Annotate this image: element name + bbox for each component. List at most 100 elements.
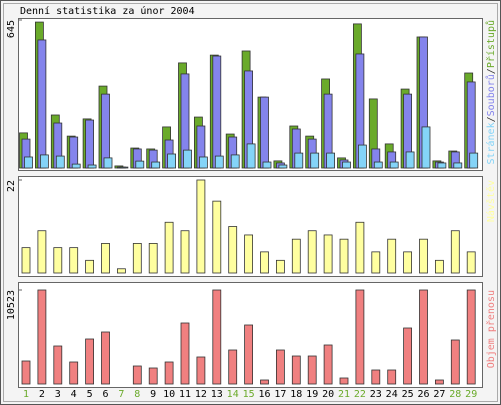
bar (55, 155, 65, 169)
bar (167, 153, 177, 169)
legend-entry: Návštěv (485, 180, 497, 222)
bar (183, 149, 192, 169)
x-tick-label: 28 (449, 389, 461, 400)
bar (117, 268, 126, 274)
bar (434, 379, 444, 385)
bar (339, 238, 349, 274)
bar (291, 238, 301, 274)
legend: Objem přenosu (485, 290, 497, 368)
legend-entry: Objem přenosu (485, 290, 497, 368)
y-tick-label: 645 (6, 20, 17, 38)
bar (355, 221, 365, 274)
inner-frame (3, 3, 498, 402)
bar (212, 289, 222, 385)
bar (71, 163, 81, 169)
x-tick-label: 3 (55, 389, 61, 400)
x-tick-label: 4 (71, 389, 77, 400)
bar (275, 259, 285, 274)
bar (53, 247, 63, 274)
x-tick-label: 8 (134, 389, 140, 400)
x-tick-label: 24 (386, 389, 398, 400)
legend-separator: / (486, 68, 497, 74)
x-tick-label: 17 (274, 389, 286, 400)
bar (244, 234, 254, 274)
bar (260, 379, 269, 385)
bar (291, 355, 301, 385)
bar (453, 162, 463, 169)
bar (230, 154, 240, 169)
bar (419, 289, 428, 385)
bar (103, 157, 113, 169)
x-tick-label: 7 (118, 389, 124, 400)
bar (294, 152, 304, 169)
bar (307, 355, 317, 385)
x-tick-label: 18 (290, 389, 302, 400)
bar (466, 289, 476, 385)
bar (260, 251, 269, 274)
bar (387, 369, 397, 385)
x-tick-label: 10 (163, 389, 175, 400)
bar (244, 324, 254, 385)
bar (69, 136, 79, 169)
x-tick-label: 9 (150, 389, 156, 400)
bar (278, 164, 288, 169)
bar (371, 251, 381, 274)
x-tick-label: 20 (322, 389, 334, 400)
bar (21, 247, 31, 274)
y-tick-label: 10523 (6, 290, 17, 320)
x-tick-label: 14 (227, 389, 239, 400)
bar (450, 230, 460, 274)
bar (180, 322, 190, 385)
bar (37, 289, 47, 385)
y-tick-label: 22 (6, 180, 17, 192)
bar (196, 179, 206, 274)
bar (403, 327, 413, 385)
x-tick-label: 5 (87, 389, 93, 400)
x-tick-label: 12 (195, 389, 207, 400)
bar (148, 243, 158, 274)
bar (469, 152, 479, 169)
bar (326, 152, 336, 169)
bar (151, 161, 161, 169)
legend-entry: Přístupů (485, 20, 497, 68)
bar (434, 259, 444, 274)
bar (342, 161, 351, 169)
x-tick-label: 15 (243, 389, 255, 400)
bar (387, 238, 397, 274)
bar (164, 361, 174, 385)
bar (275, 349, 285, 385)
x-tick-label: 11 (179, 389, 191, 400)
bar (37, 39, 47, 169)
x-tick-label: 23 (370, 389, 382, 400)
bar (101, 331, 110, 385)
bar (355, 289, 365, 385)
bar (21, 360, 31, 385)
bar (228, 226, 238, 274)
bar (212, 55, 222, 169)
bar (180, 230, 190, 274)
bar (371, 369, 381, 385)
legend-separator: / (486, 116, 497, 122)
bar (135, 160, 145, 169)
chart-title: Denní statistika za únor 2004 (20, 5, 195, 17)
bar (40, 154, 49, 169)
bar (310, 152, 320, 169)
bar (228, 349, 238, 385)
bar (24, 156, 33, 169)
bar (262, 161, 272, 169)
bar (403, 251, 413, 274)
x-tick-label: 26 (417, 389, 429, 400)
bar (132, 365, 142, 385)
bar (69, 361, 79, 385)
legend: Stránek/Souborů/Přístupů (485, 20, 497, 165)
bar (339, 377, 349, 385)
bar (101, 243, 110, 274)
bar (53, 345, 63, 385)
legend-entry: Stránek (485, 122, 497, 164)
bar (101, 93, 110, 169)
bar (405, 151, 415, 169)
bar (307, 230, 317, 274)
bar (132, 243, 142, 274)
